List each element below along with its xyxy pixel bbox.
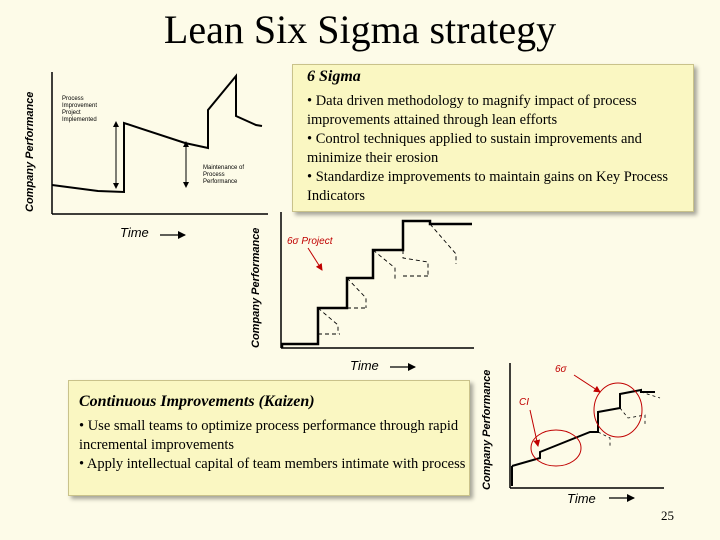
diagram3-sigma-arrow (573, 374, 601, 393)
diagram3-chart (509, 363, 664, 502)
kaizen-bullets: • Use small teams to optimize process pe… (79, 417, 467, 474)
six-sigma-box: 6 Sigma • Data driven methodology to mag… (292, 64, 694, 212)
annotation-line: Implemented (62, 117, 97, 123)
annotation-line: Project (62, 110, 81, 116)
page-number: 25 (661, 508, 674, 523)
diagram1-chart (51, 72, 268, 239)
bullet: • Use small teams to optimize process pe… (79, 418, 459, 453)
diagram1-xlabel: Time (120, 225, 149, 240)
six-sigma-heading: 6 Sigma (307, 68, 361, 85)
diagram2-callout: 6σ Project (287, 236, 333, 247)
six-sigma-bullets: • Data driven methodology to magnify imp… (307, 92, 691, 206)
bullet: • Data driven methodology to magnify imp… (307, 93, 637, 128)
diagram1-annotation-top: Process Improvement Project Implemented (62, 96, 97, 124)
annotation-line: Process (62, 96, 84, 102)
diagram1-performance-line (51, 73, 263, 194)
bullet: • Apply intellectual capital of team mem… (79, 456, 466, 472)
annotation-line: Performance (203, 179, 238, 185)
diagram3-callout-sigma: 6σ (555, 364, 567, 375)
kaizen-box: Continuous Improvements (Kaizen) • Use s… (68, 380, 470, 496)
diagram3-ci-ellipse (530, 429, 582, 467)
annotation-line: Maintenance of (203, 165, 245, 171)
diagram3-callout-ci: CI (519, 397, 529, 408)
diagram3-performance-line (511, 388, 655, 467)
diagram2-erosion-lines (317, 223, 457, 335)
diagram3-dashed-lines (597, 391, 661, 448)
annotation-line: Improvement (62, 103, 98, 109)
diagram2-staircase-line (280, 219, 472, 348)
bullet: • Control techniques applied to sustain … (307, 131, 642, 166)
diagram3-xlabel: Time (567, 491, 596, 506)
diagram3-ci-arrow (529, 409, 541, 447)
diagram2-callout-arrow (307, 247, 323, 271)
kaizen-heading: Continuous Improvements (Kaizen) (79, 393, 315, 410)
annotation-line: Process (203, 172, 225, 178)
bullet: • Standardize improvements to maintain g… (307, 169, 669, 204)
diagram1-annotation-bottom: Maintenance of Process Performance (203, 165, 244, 186)
page-title: Lean Six Sigma strategy (163, 7, 557, 52)
diagram2-xlabel: Time (350, 358, 379, 373)
diagram3-sigma-ellipse (593, 382, 643, 438)
diagram2-chart (280, 212, 474, 371)
